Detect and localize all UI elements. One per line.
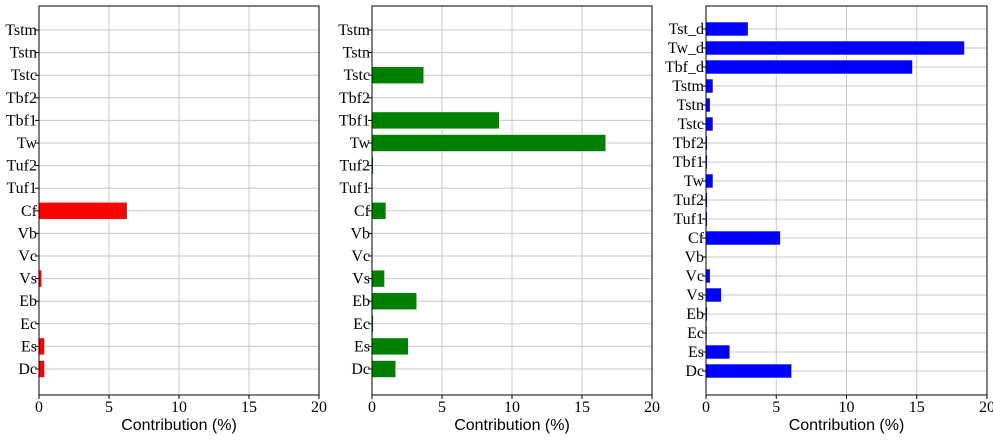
panel-2-ytick-label-tbf2: Tbf2 xyxy=(339,90,370,107)
panel-3-ytick-label-vs: Vs xyxy=(686,287,704,304)
panel-2-ytick-label-tuf1: Tuf1 xyxy=(339,180,370,197)
panel-1-ytick-label-tstm: Tstm xyxy=(5,22,37,39)
panel-2-xtick-label-15: 15 xyxy=(574,399,590,416)
panel-2-ytick-label-dc: Dc xyxy=(351,361,370,378)
panel-1-bar-dc xyxy=(38,360,45,378)
panel-1-ytick-label-vb: Vb xyxy=(17,225,37,242)
panel-2-xtick-label-10: 10 xyxy=(504,399,520,416)
panel-1-xtick-label-0: 0 xyxy=(35,399,43,416)
panel-1-ytick-label-dc: Dc xyxy=(18,361,37,378)
panel-3-ytick-label-tbf_d: Tbf_d xyxy=(665,59,704,76)
panel-1-ytick-label-tstn: Tstn xyxy=(10,45,37,62)
panel-1-ytick-label-tbf1: Tbf1 xyxy=(6,112,37,129)
panel-2-xlabel: Contribution (%) xyxy=(454,417,570,434)
panel-2-ytick-label-tw: Tw xyxy=(350,135,371,152)
panel-1-ytick-label-eb: Eb xyxy=(19,293,37,310)
panel-1-ytick-label-es: Es xyxy=(21,338,37,355)
panel-3-bar-tstn xyxy=(705,97,711,113)
panel-2-ytick-label-vs: Vs xyxy=(352,271,370,288)
panel-2-ytick-label-es: Es xyxy=(354,338,370,355)
panel-3-ytick-label-eb: Eb xyxy=(686,306,704,323)
panel-3-bar-dc xyxy=(705,363,793,379)
panel-3-ytick-label-tw: Tw xyxy=(684,173,705,190)
panel-3-bar-tw xyxy=(705,173,714,189)
panel-2-xtick-label-5: 5 xyxy=(438,399,446,416)
panel-3-xlabel: Contribution (%) xyxy=(789,417,905,434)
panel-2-ytick-label-tuf2: Tuf2 xyxy=(339,158,370,175)
panel-3-ytick-label-ec: Ec xyxy=(687,325,704,342)
panel-1-bar-es xyxy=(38,337,45,356)
panel-3-xtick-label-15: 15 xyxy=(909,399,925,416)
panel-2-bar-tstc xyxy=(371,66,425,84)
panel-1-ytick-label-tbf2: Tbf2 xyxy=(6,90,37,107)
panel-3-bar-tst_d xyxy=(705,21,749,37)
panel-2-ytick-label-ec: Ec xyxy=(353,316,370,333)
panel-2-bar-tbf1 xyxy=(371,111,500,130)
panel-2-bar-es xyxy=(371,337,409,356)
panel-3-ytick-label-vc: Vc xyxy=(685,268,704,285)
panel-2-xtick-label-20: 20 xyxy=(644,399,660,416)
panel-1-ytick-label-vc: Vc xyxy=(18,248,37,265)
panel-1-xtick-label-20: 20 xyxy=(311,399,327,416)
panel-3-xtick-label-10: 10 xyxy=(839,399,855,416)
panel-1-bar-cf xyxy=(38,202,128,220)
panel-1-xtick-label-5: 5 xyxy=(105,399,113,416)
panel-2-bar-tw xyxy=(371,134,607,152)
panel-2-bar-dc xyxy=(371,360,397,378)
panel-2-bar-vs xyxy=(371,269,385,288)
panel-3-bar-es xyxy=(705,344,731,360)
panel-3-bar-tw_d xyxy=(705,40,965,56)
panel-3-ytick-label-cf: Cf xyxy=(688,230,705,247)
panel-3-ytick-label-tbf1: Tbf1 xyxy=(673,154,704,171)
panel-1-ytick-label-cf: Cf xyxy=(21,203,38,220)
panel-2-ytick-label-tstc: Tstc xyxy=(344,67,370,84)
panel-3-xtick-label-20: 20 xyxy=(979,399,993,416)
panel-2-bar-eb xyxy=(371,292,418,311)
panel-3-ytick-label-tst_d: Tst_d xyxy=(669,21,704,38)
panel-3-ytick-label-vb: Vb xyxy=(684,249,704,266)
panel-3-xtick-label-0: 0 xyxy=(702,399,710,416)
panel-2-xtick-label-0: 0 xyxy=(368,399,376,416)
panel-3-xtick-label-5: 5 xyxy=(772,399,780,416)
panel-2-ytick-label-vc: Vc xyxy=(351,248,370,265)
panel-2-ytick-label-cf: Cf xyxy=(354,203,371,220)
panel-1-ytick-label-ec: Ec xyxy=(20,316,37,333)
panel-3-ytick-label-tuf2: Tuf2 xyxy=(673,192,704,209)
panel-3-ytick-label-tw_d: Tw_d xyxy=(668,40,704,57)
panel-3-bar-cf xyxy=(705,230,781,246)
panel-3-ytick-label-tstc: Tstc xyxy=(678,116,704,133)
panel-1-ytick-label-vs: Vs xyxy=(19,271,37,288)
panel-2-ytick-label-tbf1: Tbf1 xyxy=(339,112,370,129)
panel-1-xtick-label-15: 15 xyxy=(241,399,257,416)
panel-3-ytick-label-tstm: Tstm xyxy=(672,78,704,95)
panel-3-ytick-label-es: Es xyxy=(688,344,704,361)
panel-2-ytick-label-vb: Vb xyxy=(350,225,370,242)
panel-2-ytick-label-eb: Eb xyxy=(352,293,370,310)
panel-3-ytick-label-dc: Dc xyxy=(685,363,704,380)
panel-3-bar-vc xyxy=(705,268,711,284)
panel-3-bar-tstm xyxy=(705,78,714,94)
panel-3-bar-vs xyxy=(705,287,722,303)
panel-1-xlabel: Contribution (%) xyxy=(121,417,237,434)
panel-3-ytick-label-tbf2: Tbf2 xyxy=(673,135,704,152)
panel-2-ytick-label-tstm: Tstm xyxy=(338,22,370,39)
panel-2-bar-cf xyxy=(371,202,387,220)
panel-1-ytick-label-tuf1: Tuf1 xyxy=(6,180,37,197)
panel-1-ytick-label-tstc: Tstc xyxy=(11,67,37,84)
panel-2-ytick-label-tstn: Tstn xyxy=(343,45,370,62)
panel-1-ytick-label-tuf2: Tuf2 xyxy=(6,158,37,175)
panel-1-ytick-label-tw: Tw xyxy=(17,135,38,152)
panel-3-bar-tstc xyxy=(705,116,714,132)
panel-3-bar-tbf_d xyxy=(705,59,913,75)
panel-3-ytick-label-tstn: Tstn xyxy=(677,97,704,114)
panel-1-xtick-label-10: 10 xyxy=(171,399,187,416)
panel-3-ytick-label-tuf1: Tuf1 xyxy=(673,211,704,228)
